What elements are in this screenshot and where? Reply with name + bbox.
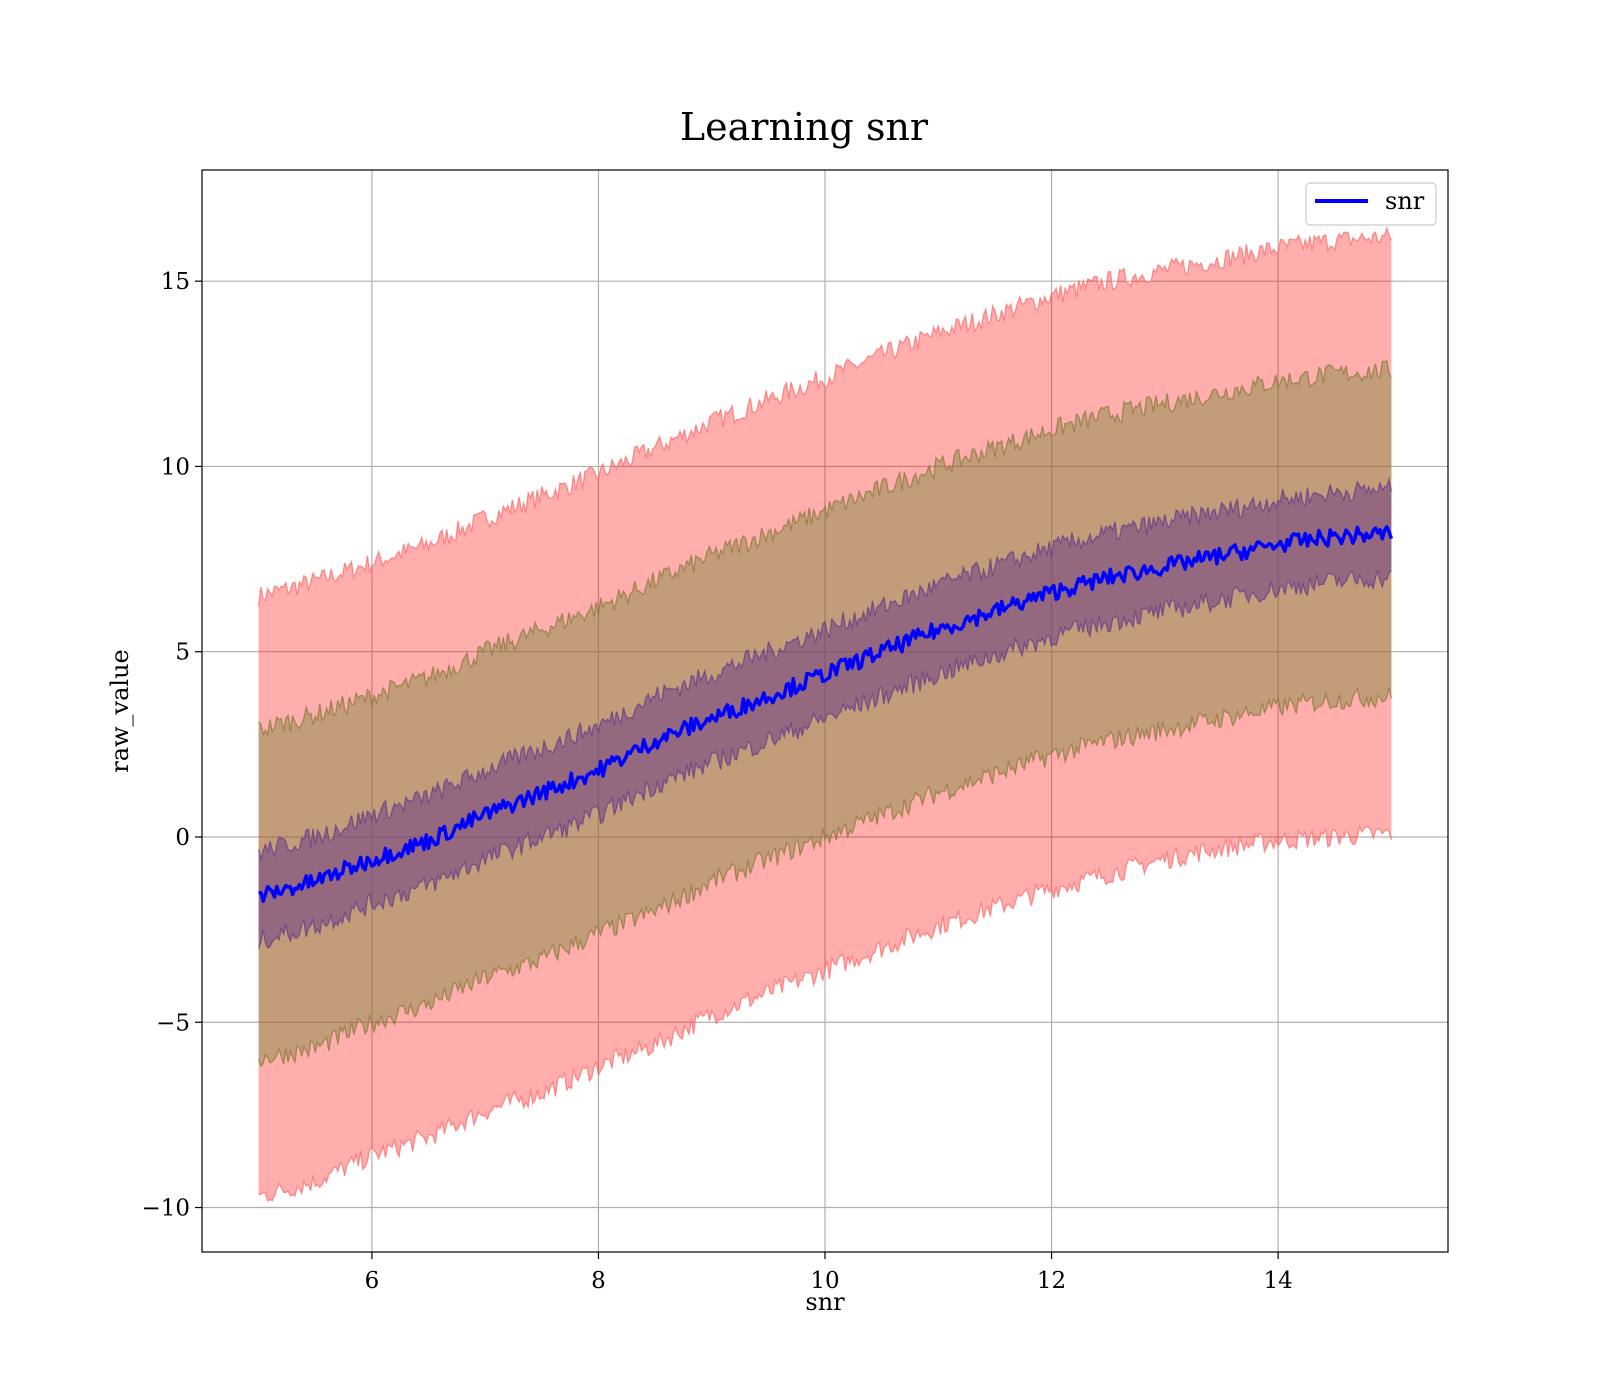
band-outer-lower-edge [258,824,1393,1202]
legend-label-snr: snr [1385,187,1425,215]
chart-title: Learning snr [680,105,929,149]
legend-box [1305,182,1437,226]
band-middle-lower-edge [257,687,1393,1068]
band-inner-fill [258,479,1392,949]
y-tick-label: 0 [175,825,190,851]
grid-lines [202,170,1448,1252]
y-axis-ticks: −10 −5 0 5 10 15 [141,269,202,1222]
series-lines [258,525,1394,903]
y-tick-label: 15 [161,269,190,295]
x-tick-label: 6 [365,1268,380,1294]
band-outer-fill [258,228,1392,1201]
y-tick-label: 5 [175,640,190,666]
band-inner-lower-edge [257,569,1392,949]
x-axis-label: snr [805,1288,845,1316]
y-tick-label: −5 [156,1010,190,1036]
band-outer-upper-edge [257,225,1392,607]
y-axis-label: raw_value [106,649,134,773]
x-tick-label: 14 [1263,1268,1292,1294]
x-tick-label: 8 [591,1268,606,1294]
x-tick-label: 10 [810,1268,839,1294]
confidence-bands [257,225,1393,1202]
legend: snr [1305,182,1437,226]
band-middle-fill [258,360,1392,1067]
y-tick-label: 10 [161,454,190,480]
x-axis-ticks: 6 8 10 12 14 [365,1252,1293,1294]
x-tick-label: 12 [1037,1268,1066,1294]
band-inner-upper-edge [257,476,1393,862]
y-tick-label: −10 [141,1196,190,1222]
band-middle-upper-edge [258,359,1392,737]
series-line-snr [258,525,1394,903]
